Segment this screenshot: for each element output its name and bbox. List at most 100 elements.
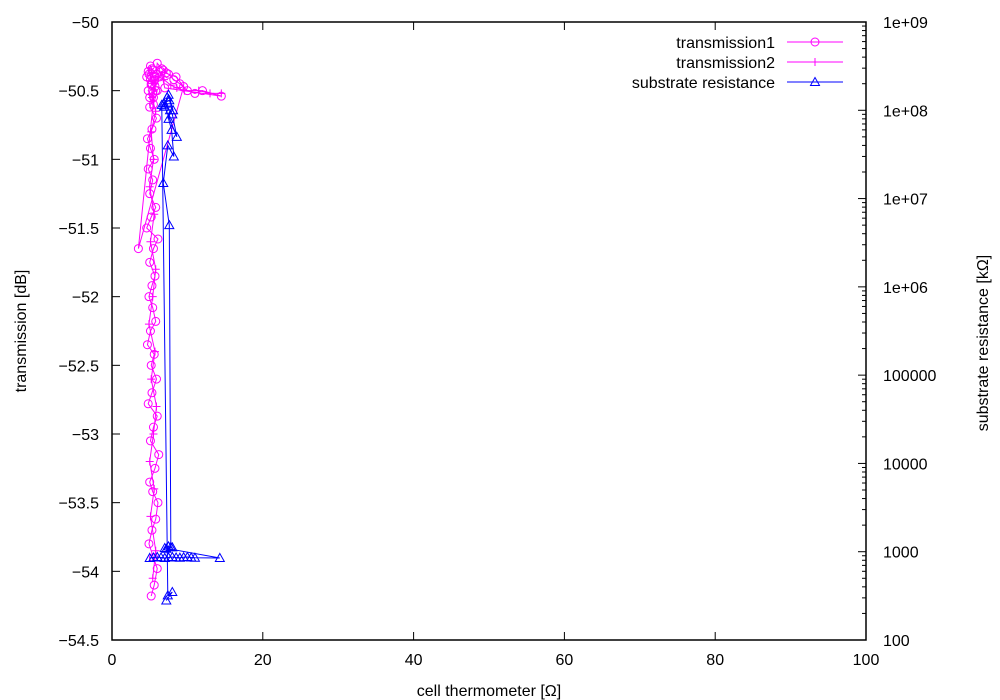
y2-tick-label: 100000 — [883, 368, 936, 385]
data-point — [142, 340, 152, 350]
legend: transmission1 transmission2 substrate resi… — [632, 35, 843, 92]
data-point — [160, 595, 172, 605]
data-point — [189, 552, 201, 562]
data-point — [147, 388, 157, 398]
data-point — [152, 411, 162, 421]
x-tick-label: 40 — [405, 652, 423, 669]
x-axis-title: cell thermometer [Ω] — [417, 683, 561, 700]
y-tick-label: −54 — [72, 564, 99, 581]
data-point — [144, 320, 153, 329]
series-substrate-resistance — [144, 89, 226, 605]
data-point — [133, 244, 143, 254]
data-point — [148, 244, 158, 254]
data-point — [166, 81, 175, 90]
data-point — [151, 316, 161, 326]
y-tick-label: −50 — [72, 15, 99, 32]
data-point — [217, 89, 226, 98]
data-point — [151, 107, 160, 116]
y-axis-title: transmission [dB] — [13, 270, 30, 393]
data-point — [143, 399, 153, 409]
data-point — [161, 91, 173, 102]
legend-marker — [811, 58, 819, 66]
y-tick-label: −53 — [72, 427, 99, 444]
data-point — [160, 543, 172, 553]
data-point — [194, 86, 203, 95]
data-point — [149, 430, 158, 438]
data-point — [149, 580, 159, 590]
data-point — [148, 99, 158, 109]
data-point — [152, 58, 162, 68]
data-point — [148, 175, 158, 185]
y-tick-label: −50.5 — [59, 84, 100, 101]
data-point — [151, 265, 160, 274]
y-tick-label: −52.5 — [59, 358, 100, 375]
data-point — [158, 101, 170, 111]
data-point — [147, 93, 156, 102]
data-point — [159, 542, 171, 553]
data-point — [153, 234, 163, 244]
y-tick-label: −51 — [72, 152, 99, 169]
data-point — [146, 512, 155, 521]
y-tick-label: −54.5 — [59, 633, 100, 650]
x-tick-label: 60 — [556, 652, 574, 669]
data-point — [151, 202, 161, 212]
data-point — [163, 219, 175, 230]
data-point — [153, 498, 163, 508]
data-point — [145, 257, 155, 267]
data-point — [166, 586, 178, 596]
data-point — [144, 539, 154, 549]
data-point — [151, 546, 160, 555]
data-point — [166, 124, 177, 134]
data-point — [147, 281, 157, 291]
data-point — [150, 347, 159, 356]
data-point — [171, 72, 181, 82]
data-layer — [133, 58, 226, 605]
data-point — [145, 143, 155, 153]
legend-marker — [810, 37, 820, 47]
data-point — [149, 155, 158, 164]
series-line — [148, 76, 222, 579]
data-point — [146, 237, 155, 246]
data-point — [145, 457, 154, 466]
data-point — [145, 477, 155, 487]
data-point — [156, 99, 168, 109]
data-point — [165, 541, 177, 552]
data-point — [180, 86, 189, 95]
data-point — [147, 127, 156, 136]
data-point — [158, 97, 170, 108]
y2-tick-label: 1e+08 — [883, 103, 928, 120]
data-point — [147, 375, 156, 384]
data-point — [157, 177, 169, 188]
data-point — [145, 75, 155, 85]
data-point — [148, 292, 157, 301]
x-tick-label: 0 — [108, 652, 117, 669]
x-tick-label: 100 — [853, 652, 880, 669]
data-point — [146, 591, 156, 601]
x-tick-label: 80 — [706, 652, 724, 669]
y2-tick-label: 1000 — [883, 545, 919, 562]
legend-label: transmission2 — [676, 55, 775, 72]
data-point — [145, 182, 154, 191]
y2-axis-title: substrate resistance [kΩ] — [975, 255, 992, 431]
data-point — [150, 210, 159, 219]
plot-frame — [111, 21, 867, 641]
data-point — [145, 326, 155, 336]
y-tick-label: −51.5 — [59, 221, 100, 238]
data-point — [150, 79, 159, 88]
data-point — [169, 75, 179, 85]
data-point — [146, 360, 156, 370]
ticks-layer: 0 20 40 60 80 100 −54.5 −54 −53.5 −53 −52.5 −52 −51.… — [59, 15, 937, 669]
data-point — [152, 564, 162, 574]
data-point — [163, 94, 175, 105]
y2-tick-label: 1e+06 — [883, 280, 928, 297]
data-point — [214, 552, 226, 562]
data-point — [142, 223, 152, 233]
data-point — [172, 83, 181, 92]
data-point — [148, 574, 157, 583]
y-tick-label: −53.5 — [59, 496, 100, 513]
legend-marker — [809, 76, 821, 86]
data-point — [160, 75, 169, 84]
series-transmission2 — [144, 72, 226, 583]
data-point — [151, 113, 161, 123]
data-point — [160, 83, 170, 93]
